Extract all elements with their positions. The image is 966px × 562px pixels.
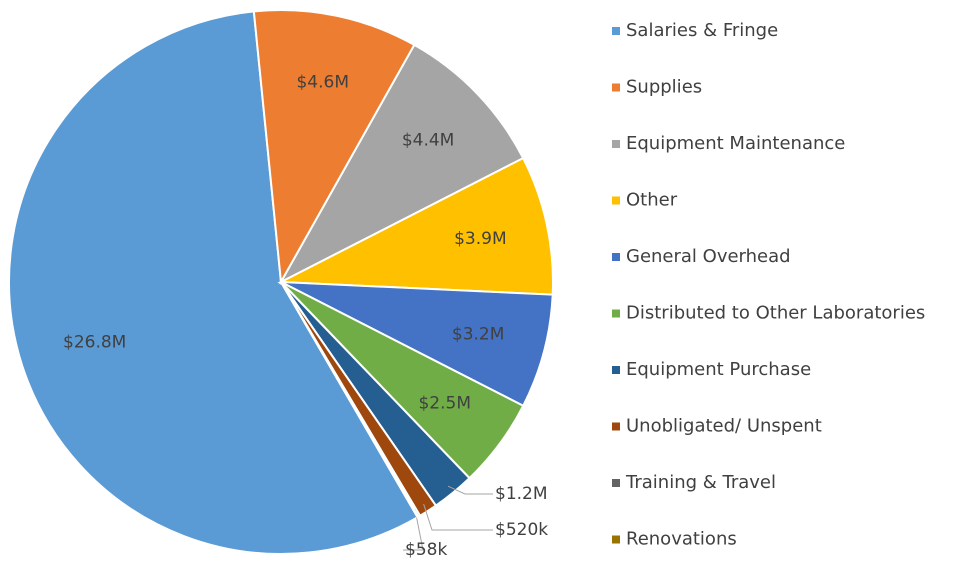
data-label: $1.2M [495,484,548,504]
data-label: $4.4M [402,131,455,151]
pie-slice [8,10,419,555]
legend-swatch [612,196,620,205]
legend-swatch [612,309,620,318]
data-label: $26.8M [63,332,126,352]
legend-label: General Overhead [626,246,791,267]
legend-label: Distributed to Other Laboratories [626,303,925,324]
leader-line [447,485,493,495]
legend-label: Training & Travel [625,472,776,493]
legend-swatch [612,422,620,431]
pie-slice [252,9,416,286]
legend-label: Renovations [626,529,737,550]
legend-label: Equipment Purchase [626,359,811,380]
legend-label: Equipment Maintenance [626,133,845,154]
legend-swatch [612,253,620,261]
legend-swatch [612,27,620,35]
pie-slice [278,43,525,285]
leader-line [403,509,424,551]
legend-swatch [612,479,620,487]
legend-swatch [612,535,620,544]
legend-swatch [612,140,620,148]
pie-slice [280,281,554,408]
leader-line [423,503,493,531]
data-label: $3.9M [454,229,507,249]
legend-label: Salaries & Fringe [626,20,778,41]
legend-label: Other [626,190,678,211]
pie-slice [280,281,420,519]
legend-label: Unobligated/ Unspent [626,416,822,437]
data-label: $520k [495,520,548,540]
data-label: $58k [405,540,447,560]
data-label: $2.5M [418,394,471,414]
legend-swatch [612,366,620,374]
pie-slice [277,156,554,296]
legend-swatch [612,83,620,92]
data-label: $4.6M [296,72,349,92]
data-label: $3.2M [452,324,505,344]
legend-label: Supplies [626,77,702,98]
